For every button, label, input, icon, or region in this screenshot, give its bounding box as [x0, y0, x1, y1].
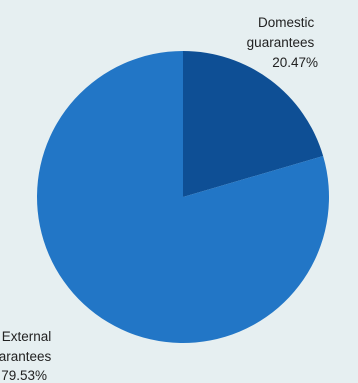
label-external-line2: guarantees	[0, 349, 51, 364]
label-domestic-line1: Domestic	[258, 15, 315, 30]
label-domestic-line2: guarantees	[247, 35, 315, 50]
label-external-percent: 79.53%	[1, 368, 47, 383]
slice-external	[37, 51, 330, 343]
label-external: External guarantees 79.53%	[0, 329, 55, 383]
label-external-line1: External	[2, 329, 52, 344]
label-domestic: Domestic guarantees 20.47%	[247, 15, 318, 70]
slice-domestic	[183, 51, 324, 197]
label-domestic-percent: 20.47%	[272, 55, 318, 70]
pie-slices	[37, 51, 330, 343]
